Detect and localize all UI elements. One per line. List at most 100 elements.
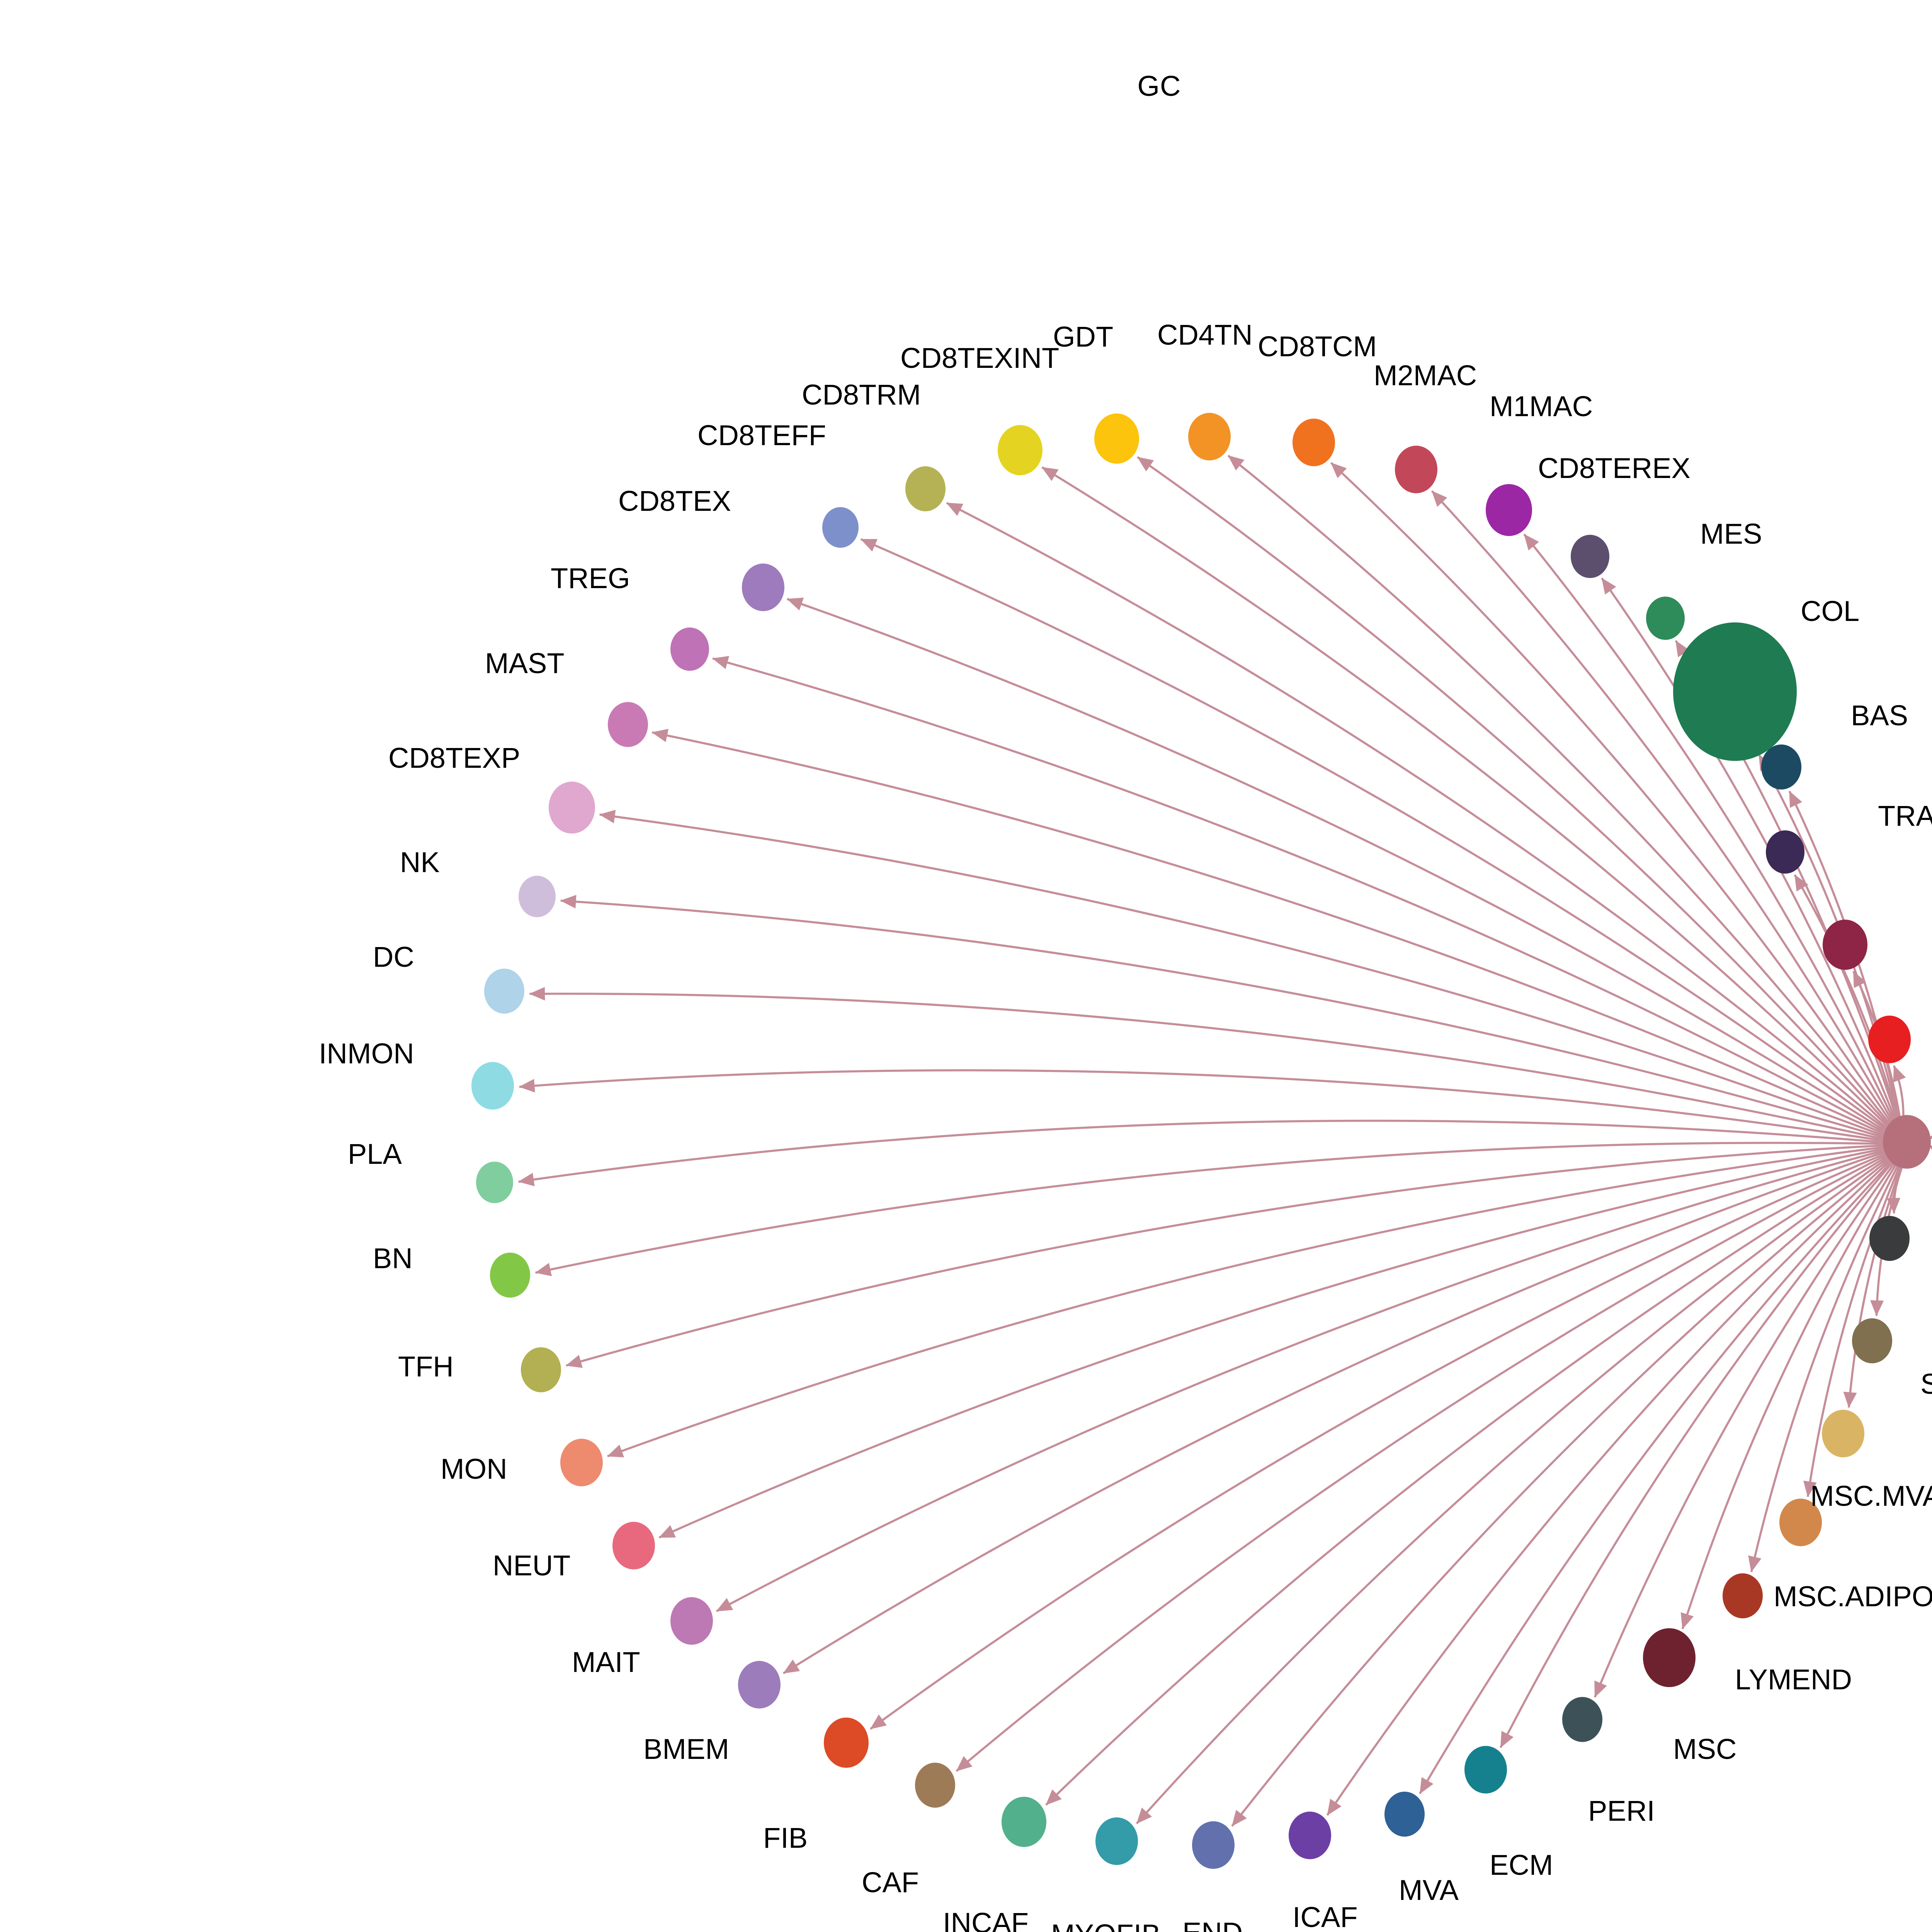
node-ecm[interactable]	[1464, 1746, 1507, 1794]
node-fib[interactable]	[824, 1718, 869, 1768]
edge-gc-to-icaf	[1326, 1157, 1894, 1816]
edge-gc-to-nk	[560, 895, 1886, 1139]
edge-gc-to-m1mac	[1523, 533, 1896, 1124]
node-incaf[interactable]	[1002, 1797, 1046, 1847]
edge-gc-to-dc	[529, 987, 1886, 1141]
node-bas[interactable]	[1761, 744, 1801, 790]
edge-gc-to-inmon	[519, 1069, 1886, 1142]
edge-gc-to-tfh	[566, 1144, 1886, 1368]
node-label-peri: PERI	[1588, 1795, 1655, 1827]
edge-gc-to-incaf	[1045, 1154, 1891, 1806]
node-mon[interactable]	[560, 1439, 603, 1486]
node-mva[interactable]	[1384, 1791, 1425, 1837]
edge-gc-to-gdt	[1137, 456, 1892, 1128]
node-stm[interactable]	[1868, 1015, 1911, 1063]
edge-gc-to-mait	[716, 1148, 1887, 1612]
node-neut[interactable]	[612, 1522, 655, 1570]
node-msc-adipo[interactable]	[1779, 1498, 1822, 1546]
node-label-bn: BN	[373, 1242, 413, 1274]
node-peri[interactable]	[1562, 1697, 1602, 1742]
edge-gc-to-ecm	[1499, 1159, 1896, 1748]
node-label-cd8tex: CD8TEX	[618, 485, 731, 517]
node-cd8trm[interactable]	[905, 466, 946, 512]
node-label-msc-mva: MSC.MVA	[1810, 1480, 1932, 1512]
node-label-cd4tn: CD4TN	[1157, 319, 1253, 351]
node-inmon[interactable]	[471, 1062, 514, 1110]
edge-gc-to-msc-mva	[1843, 1162, 1903, 1408]
edge-gc-to-end	[1231, 1156, 1893, 1827]
node-cd8tex[interactable]	[742, 563, 784, 611]
node-bsm[interactable]	[1869, 1216, 1910, 1261]
edge-gc-to-pla	[518, 1119, 1886, 1187]
node-cd8teff[interactable]	[822, 507, 859, 548]
node-label-gdt: GDT	[1053, 321, 1114, 353]
node-pla[interactable]	[476, 1162, 513, 1203]
edge-gc-to-caf	[956, 1153, 1889, 1772]
node-mast[interactable]	[608, 702, 648, 747]
node-col[interactable]	[1673, 622, 1797, 761]
node-label-end: END	[1182, 1918, 1243, 1932]
edge-gc-to-msc	[1680, 1161, 1899, 1629]
edge-gc-to-mast	[651, 729, 1887, 1136]
node-nk[interactable]	[519, 876, 556, 917]
node-label-col: COL	[1801, 595, 1860, 627]
node-cd8tcm[interactable]	[1293, 418, 1335, 466]
node-label-m2mac: M2MAC	[1374, 359, 1477, 391]
node-msc[interactable]	[1643, 1628, 1696, 1687]
node-bmem[interactable]	[738, 1661, 781, 1709]
node-tfh[interactable]	[521, 1347, 561, 1393]
node-mes[interactable]	[1646, 597, 1685, 640]
node-icaf[interactable]	[1289, 1811, 1331, 1859]
node-msc-mva[interactable]	[1822, 1410, 1864, 1458]
node-label-pla: PLA	[348, 1138, 402, 1170]
edge-gc-to-bmem	[782, 1150, 1888, 1674]
node-stml[interactable]	[1852, 1318, 1892, 1364]
edge-gc-to-trans	[1794, 874, 1900, 1122]
node-gdt[interactable]	[1094, 413, 1139, 464]
node-label-trans: TRANS	[1878, 800, 1932, 832]
node-label-stml: STML	[1920, 1368, 1932, 1400]
node-label-cd8terex: CD8TEREX	[1538, 452, 1690, 484]
node-mait[interactable]	[670, 1597, 713, 1645]
edge-gc-to-bn	[535, 1141, 1886, 1276]
node-m1mac[interactable]	[1486, 484, 1532, 536]
node-dc[interactable]	[484, 968, 524, 1014]
node-trans[interactable]	[1766, 830, 1804, 874]
edge-gc-to-mva	[1419, 1158, 1895, 1794]
node-label-msc-adipo: MSC.ADIPO	[1774, 1580, 1932, 1612]
node-caf[interactable]	[915, 1762, 955, 1808]
node-label-caf: CAF	[862, 1866, 919, 1898]
node-label-dc: DC	[373, 941, 414, 973]
edge-gc-to-cd4tn	[1227, 454, 1893, 1128]
node-treg[interactable]	[670, 628, 709, 671]
node-myofib[interactable]	[1095, 1817, 1138, 1865]
node-ker[interactable]	[1823, 920, 1867, 970]
node-label-lymend: LYMEND	[1735, 1663, 1852, 1696]
node-cd4tn[interactable]	[1188, 413, 1231, 461]
edge-gc-to-cd8tex	[787, 597, 1888, 1133]
edge-gc-to-m2mac	[1431, 490, 1895, 1125]
edge-gc-to-lymend	[1748, 1162, 1901, 1573]
node-cd8texint[interactable]	[998, 425, 1043, 475]
node-end[interactable]	[1192, 1821, 1235, 1869]
node-layer	[471, 413, 1931, 1869]
node-cd8terex[interactable]	[1571, 535, 1609, 578]
node-lymend[interactable]	[1723, 1573, 1763, 1619]
node-label-m1mac: M1MAC	[1490, 390, 1593, 422]
node-m2mac[interactable]	[1395, 446, 1437, 493]
node-bn[interactable]	[490, 1252, 530, 1298]
node-cd8texp[interactable]	[549, 781, 595, 834]
node-label-mait: MAIT	[572, 1646, 640, 1678]
edge-gc-to-bsm	[1886, 1162, 1904, 1214]
edge-gc-to-cd8texp	[599, 810, 1886, 1138]
node-label-msc: MSC	[1673, 1733, 1737, 1765]
node-label-nk: NK	[400, 846, 440, 878]
node-label-cd8teff: CD8TEFF	[697, 419, 826, 451]
node-label-mon: MON	[440, 1453, 507, 1485]
edge-gc-to-treg	[712, 656, 1888, 1135]
node-label-mva: MVA	[1399, 1874, 1459, 1906]
node-label-cd8trm: CD8TRM	[802, 379, 921, 411]
node-gc[interactable]	[1883, 1115, 1931, 1169]
